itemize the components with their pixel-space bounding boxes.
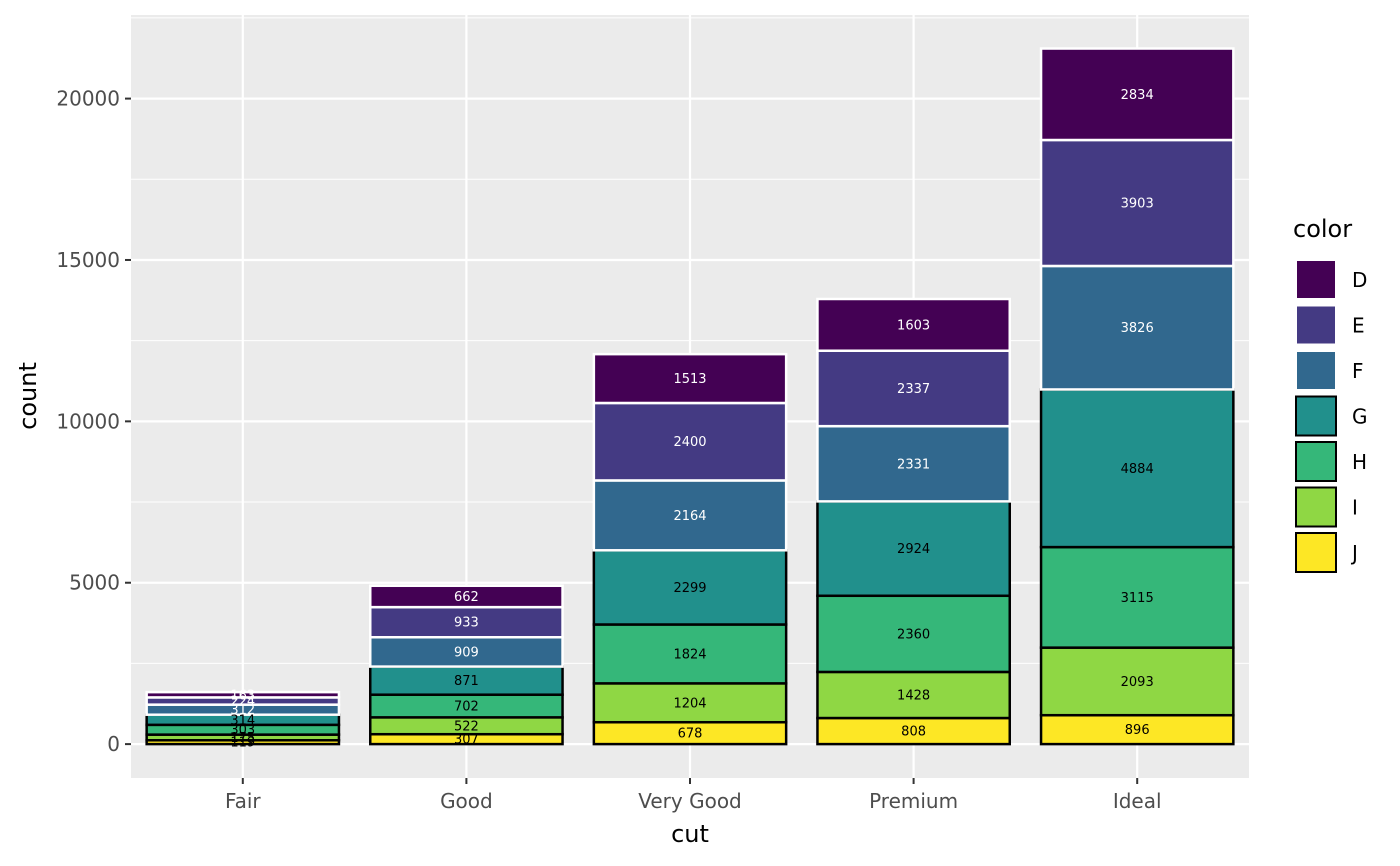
bar-value-label: 312 <box>230 703 255 718</box>
y-tick-label: 0 <box>107 732 120 756</box>
bar-value-label: 3903 <box>1121 196 1154 211</box>
bar-segment-d-ideal <box>1039 47 1235 142</box>
bar-segment-d-good <box>369 584 564 609</box>
bar-segment-e-good <box>369 605 564 639</box>
bar-value-label: 314 <box>230 713 255 728</box>
y-axis: 0 5000 10000 15000 20000 <box>56 87 131 756</box>
bar-value-label: 1513 <box>673 372 706 387</box>
bar-segment-j-ideal <box>1039 713 1235 746</box>
y-axis-title: count <box>14 362 42 430</box>
bar-value-label: 1603 <box>897 318 930 333</box>
bar-segment-d-very-good <box>592 352 788 405</box>
bar-value-label: 2093 <box>1121 675 1154 690</box>
bar-segment-j-premium <box>816 716 1011 746</box>
bar-segment-g-ideal <box>1039 388 1235 549</box>
x-tick-label: Ideal <box>1113 789 1162 813</box>
legend-swatch-f <box>1295 350 1337 391</box>
legend-swatch-d <box>1295 259 1337 300</box>
legend-label: G <box>1352 405 1368 429</box>
bar-segment-h-ideal <box>1039 545 1235 649</box>
legend-swatch-e <box>1295 304 1337 346</box>
bar-segment-d-premium <box>816 297 1011 352</box>
bar-segment-f-premium <box>816 424 1011 503</box>
bar-value-label: 2331 <box>897 457 930 472</box>
bar-value-label: 2834 <box>1121 88 1154 103</box>
legend-swatch-g <box>1295 395 1337 437</box>
y-tick-label: 5000 <box>69 571 120 595</box>
legend-label: E <box>1352 314 1365 338</box>
y-tick-label: 15000 <box>56 248 120 272</box>
bar-segment-e-ideal <box>1039 138 1235 268</box>
x-tick-label: Very Good <box>638 789 742 813</box>
bars <box>145 47 1235 746</box>
bar-value-label: 808 <box>901 725 926 740</box>
bar-segment-g-premium <box>816 500 1011 598</box>
legend-label: F <box>1352 359 1364 383</box>
legend-label: J <box>1350 541 1358 565</box>
bar-value-label: 2924 <box>897 542 930 557</box>
bar-value-label: 2360 <box>897 627 930 642</box>
bar-value-label: 2400 <box>673 435 706 450</box>
bar-value-label: 119 <box>230 736 255 751</box>
bar-value-label: 1204 <box>673 696 706 711</box>
x-tick-label: Fair <box>225 789 261 813</box>
legend-label: H <box>1352 450 1367 474</box>
bar-value-label: 933 <box>454 616 479 631</box>
legend-swatch-h <box>1295 441 1337 482</box>
bar-value-label: 2164 <box>673 509 706 524</box>
x-axis: Fair Good Very Good Premium Ideal <box>225 778 1162 813</box>
bar-value-label: 163 <box>230 688 255 703</box>
bar-value-label: 307 <box>454 733 479 748</box>
bar-value-label: 1824 <box>673 647 706 662</box>
bar-value-label: 175 <box>230 731 255 746</box>
bar-value-label: 1428 <box>897 688 930 703</box>
bar-segment-e-premium <box>816 349 1011 428</box>
bar-value-label: 662 <box>454 590 479 605</box>
y-tick-label: 10000 <box>56 409 120 433</box>
bar-value-label: 3826 <box>1121 321 1154 336</box>
legend-swatch-i <box>1295 486 1337 528</box>
bar-value-label: 871 <box>454 674 479 689</box>
legend-title: color <box>1293 215 1352 243</box>
bar-segment-h-very-good <box>592 623 788 685</box>
bar-value-label: 702 <box>454 700 479 715</box>
bar-segment-d-fair <box>145 690 341 699</box>
legend-label: D <box>1352 268 1367 292</box>
bar-value-label: 3115 <box>1121 591 1154 606</box>
bar-segment-i-ideal <box>1039 646 1235 717</box>
bar-value-label: 678 <box>678 727 703 742</box>
bar-segment-f-good <box>369 635 564 668</box>
bar-value-label: 909 <box>454 645 479 660</box>
x-tick-label: Good <box>440 789 493 813</box>
bar-value-label: 896 <box>1125 723 1150 738</box>
x-axis-title: cut <box>671 820 709 848</box>
bar-value-label: 2299 <box>673 581 706 596</box>
y-tick-label: 20000 <box>56 87 120 111</box>
bar-value-label: 2337 <box>897 382 930 397</box>
bar-value-label: 4884 <box>1121 462 1154 477</box>
bar-value-label: 303 <box>230 723 255 738</box>
bar-value-label: 224 <box>230 695 255 710</box>
bar-segment-g-very-good <box>592 549 788 626</box>
bar-segment-e-very-good <box>592 401 788 482</box>
x-tick-label: Premium <box>869 789 958 813</box>
bar-segment-f-very-good <box>592 479 788 552</box>
bar-segment-g-good <box>369 665 564 696</box>
legend-label: I <box>1352 496 1358 520</box>
bar-value-label: 522 <box>454 719 479 734</box>
legend-swatch-j <box>1295 532 1337 573</box>
